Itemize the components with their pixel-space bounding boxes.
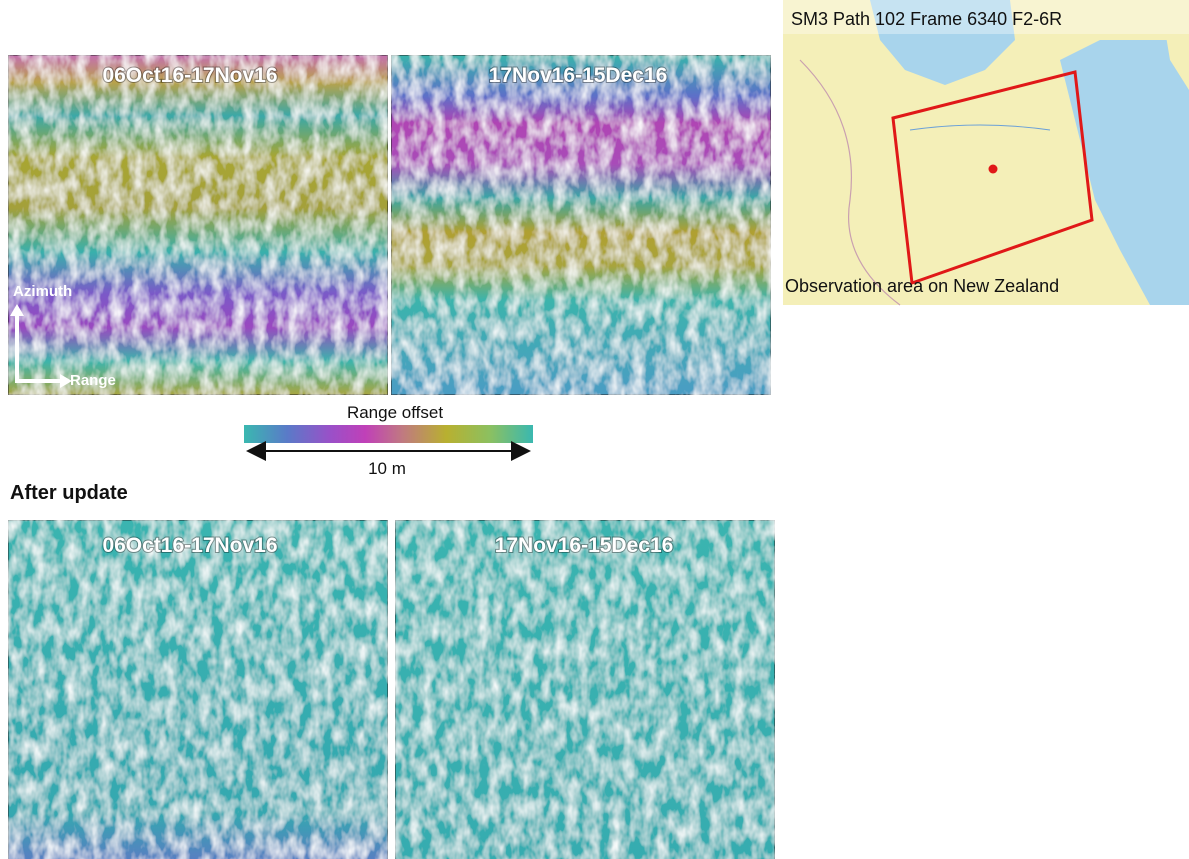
- observation-area: [891, 70, 1094, 286]
- boundary: [799, 59, 901, 306]
- offset-image: [390, 54, 772, 396]
- offset-image: [7, 519, 389, 859]
- axis-label: Azimuth: [13, 283, 72, 300]
- sea: [870, 0, 1015, 85]
- river: [909, 124, 1051, 131]
- colorbar-title: Range offset: [347, 403, 443, 422]
- panel-label: 17Nov16-15Dec16: [495, 534, 674, 557]
- epicenter: [988, 164, 998, 174]
- colorbar: [244, 425, 533, 443]
- scale-label: 10 m: [368, 459, 406, 478]
- map-title: SM3 Path 102 Frame 6340 F2-6R: [791, 9, 1062, 29]
- land: [1160, 0, 1189, 90]
- offset-image: [394, 519, 776, 859]
- panel-label: 17Nov16-15Dec16: [489, 64, 668, 87]
- section-heading: After update: [10, 482, 128, 504]
- title-band: [783, 0, 1189, 34]
- offset-image: [7, 54, 389, 396]
- panel-label: 06Oct16-17Nov16: [102, 64, 277, 87]
- axis-label: Range: [70, 372, 116, 389]
- arrow-head: [10, 304, 24, 316]
- map-caption: Observation area on New Zealand: [785, 276, 1059, 296]
- panel-label: 06Oct16-17Nov16: [102, 534, 277, 557]
- sea: [1060, 40, 1189, 305]
- arrow-head: [60, 374, 72, 388]
